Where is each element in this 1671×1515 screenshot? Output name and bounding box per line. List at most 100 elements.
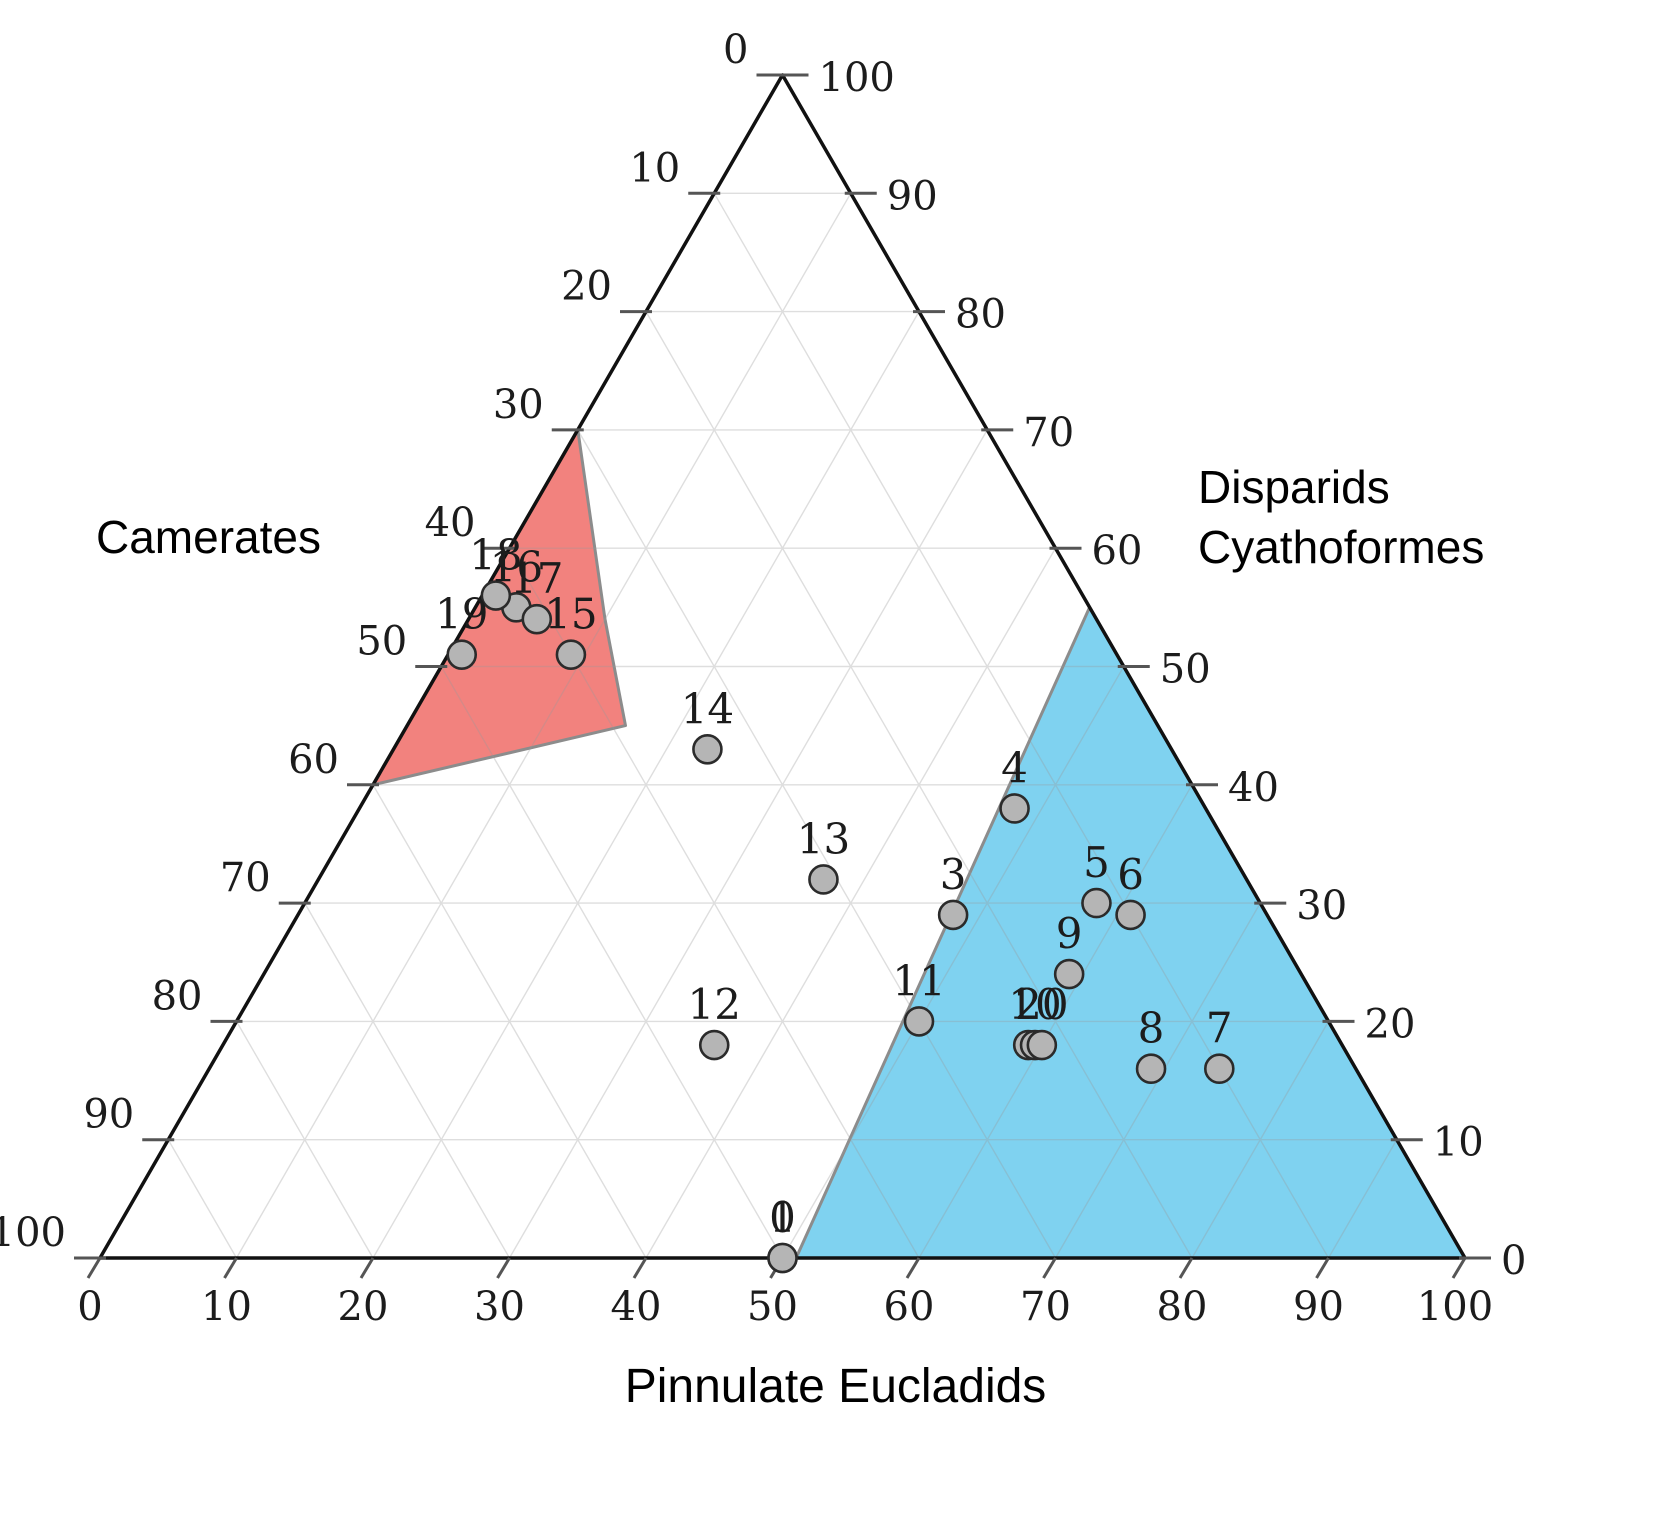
point-label: 11 [892,956,945,1005]
bottom-axis-tick [1315,1257,1330,1279]
data-point [555,639,587,670]
point-label: 3 [940,850,967,899]
bottom-axis-tick [1042,1257,1057,1279]
data-point [446,639,478,670]
disparids-region [794,605,1467,1260]
left-axis-tick-label: 0 [723,27,748,73]
data-point [1135,1053,1167,1085]
bottom-axis-tick-label: 70 [1020,1284,1071,1330]
data-points [446,580,1235,1274]
right-axis-tick-label: 60 [1092,528,1143,574]
point-label: 9 [1056,909,1083,958]
data-point [1026,1029,1058,1061]
point-label: 2 [1015,980,1042,1029]
point-label: 10 [1008,980,1061,1029]
point-label: 8 [1138,1004,1165,1053]
grid-line [781,666,1125,1259]
right-axis-title: Disparids Cyathoformes [1198,461,1485,573]
right-axis-tick-label: 100 [819,55,895,101]
point-label: 1 [769,1193,796,1242]
grid-line [372,311,920,1259]
data-point [480,580,512,611]
point-label: 12 [688,980,741,1029]
grid-line [235,192,852,1259]
data-point [521,603,553,635]
data-point [698,1029,730,1061]
tick-labels: 0102030405060708090100100908070605040302… [0,27,1526,1330]
bottom-axis-tick [1451,1257,1467,1279]
bottom-axis-tick [632,1257,648,1279]
bottom-axis-tick [1178,1257,1194,1279]
point-label: 20 [1015,980,1068,1029]
point-label: 18 [469,531,522,580]
point-label: 4 [1001,743,1028,792]
bottom-axis-tick-label: 20 [338,1284,389,1330]
left-axis-tick-label: 50 [356,619,407,665]
left-axis-tick-label: 10 [629,145,680,191]
left-axis-title: Camerates [96,511,321,563]
data-point [1204,1053,1235,1085]
right-axis-tick-label: 20 [1365,1001,1416,1047]
bottom-axis-tick-label: 100 [1417,1284,1493,1330]
left-axis-tick-label: 40 [425,500,476,546]
point-label: 6 [1117,850,1144,899]
right-axis-tick-label: 50 [1160,647,1211,693]
grid-line [372,784,647,1259]
bottom-axis-tick-label: 50 [747,1284,798,1330]
data-point [767,1242,798,1274]
grid-line [304,902,511,1259]
bottom-axis-tick-label: 0 [77,1284,102,1330]
grid-line [1327,1139,1398,1259]
data-point [903,1006,935,1037]
axis-ticks [74,73,1491,1279]
bottom-axis-tick-label: 60 [884,1284,935,1330]
left-axis-tick-label: 80 [152,973,203,1019]
data-point [808,864,839,895]
data-point [1115,899,1146,931]
left-axis-tick-label: 20 [561,264,612,310]
point-label: 16 [490,542,543,591]
data-point [999,793,1030,824]
right-axis-tick-label: 90 [887,173,938,219]
point-label: 0 [769,1193,796,1242]
point-label: 5 [1083,838,1110,887]
grid-line [1191,1021,1330,1259]
right-axis-tick-label: 70 [1023,410,1074,456]
point-label: 13 [797,814,850,863]
point-label: 14 [681,684,734,733]
bottom-axis-tick [223,1257,238,1279]
bottom-axis-tick-label: 90 [1293,1284,1344,1330]
left-axis-tick-label: 100 [0,1210,66,1256]
point-label: 7 [1206,1004,1233,1053]
bottom-axis-tick-label: 10 [201,1284,252,1330]
bottom-axis-tick [86,1257,102,1279]
grid-line [918,784,1193,1259]
point-label: 15 [544,590,597,639]
right-axis-tick-label: 80 [955,292,1006,338]
bottom-axis-tick [359,1257,375,1279]
bottom-axis-tick [496,1257,511,1279]
data-point [1053,958,1085,990]
right-axis-tick-label: 40 [1228,765,1279,811]
left-axis-tick-label: 30 [493,382,544,428]
bottom-axis-tick-label: 80 [1157,1284,1208,1330]
grid-line [645,547,1057,1259]
bottom-axis-tick [905,1257,921,1279]
left-axis-tick-label: 60 [288,737,339,783]
bottom-axis-tick-label: 40 [611,1284,662,1330]
grid-line [440,666,784,1259]
left-axis-tick-label: 70 [220,855,271,901]
data-point [1081,887,1112,919]
grid-line [235,1021,374,1259]
grid-line [645,311,1193,1259]
grid-line [508,429,988,1259]
grid-line [577,429,1057,1259]
right-axis-tick-label: 0 [1501,1238,1526,1284]
point-label: 19 [435,590,488,639]
grid-line [167,1139,238,1259]
point-label: 17 [510,554,563,603]
bottom-axis-title: Pinnulate Eucladids [624,1360,1047,1413]
data-point [937,899,969,931]
